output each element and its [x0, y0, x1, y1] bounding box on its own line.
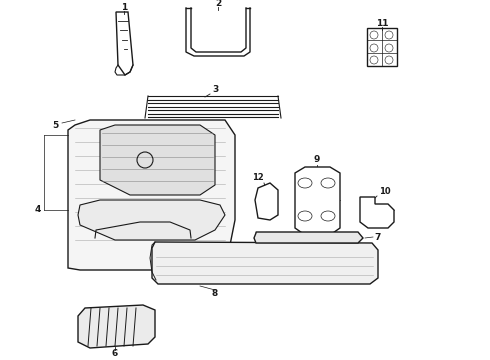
- Text: 10: 10: [379, 188, 391, 197]
- Text: 8: 8: [212, 288, 218, 297]
- Polygon shape: [78, 200, 225, 240]
- Polygon shape: [116, 12, 133, 75]
- Text: 4: 4: [35, 206, 41, 215]
- Bar: [367, 28, 397, 66]
- Polygon shape: [254, 232, 363, 243]
- Polygon shape: [295, 167, 340, 235]
- Text: 2: 2: [215, 0, 221, 9]
- Text: 9: 9: [314, 156, 320, 165]
- Text: 11: 11: [376, 18, 388, 27]
- Text: 7: 7: [375, 233, 381, 242]
- Polygon shape: [255, 183, 278, 220]
- Text: 3: 3: [212, 85, 218, 94]
- Polygon shape: [68, 120, 235, 270]
- Polygon shape: [100, 125, 215, 195]
- Polygon shape: [360, 197, 394, 228]
- Polygon shape: [78, 305, 155, 348]
- Text: 1: 1: [121, 4, 127, 13]
- Polygon shape: [152, 242, 378, 284]
- Text: 12: 12: [252, 174, 264, 183]
- Text: 6: 6: [112, 348, 118, 357]
- Text: 5: 5: [52, 121, 58, 130]
